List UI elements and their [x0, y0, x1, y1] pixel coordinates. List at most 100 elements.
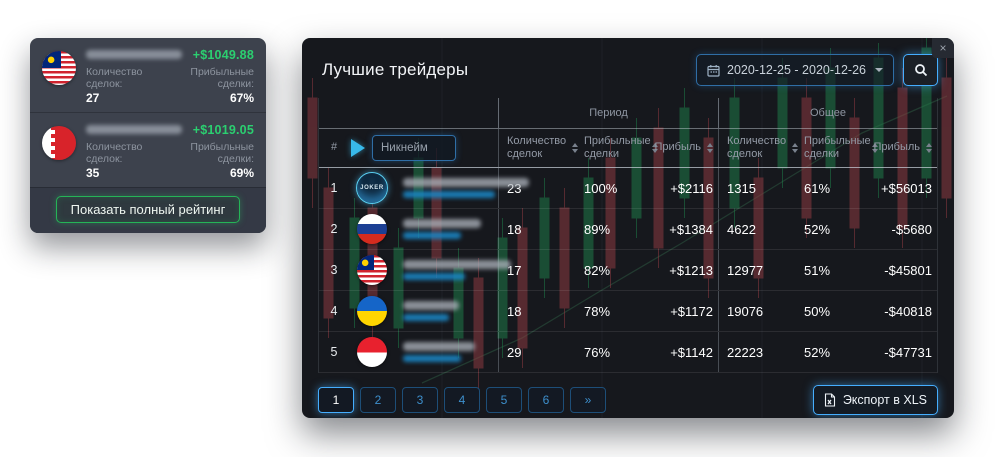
wins-label: Прибыльные сделки:	[190, 141, 254, 165]
leaders-widget: +$1049.88 Количество сделок: 27 Прибыльн…	[30, 38, 266, 233]
pagination-button[interactable]: 4	[444, 387, 480, 413]
total-profit-header[interactable]: Прибыль	[873, 129, 937, 167]
modal-footer: 1 2 3 4 5 6 » Экспорт в XLS	[318, 385, 938, 415]
total-deals-cell: 19076	[718, 291, 796, 331]
total-wins-cell: 51%	[804, 262, 831, 278]
pagination-button[interactable]: 1	[318, 387, 354, 413]
date-range-picker[interactable]: 2020-12-25 - 2020-12-26	[696, 54, 894, 86]
deals-value: 27	[86, 91, 100, 105]
period-wins-cell: 89%	[584, 221, 611, 237]
blurred-nickname	[403, 260, 511, 269]
period-deals-cell: 29	[498, 332, 576, 372]
best-traders-modal: × Лучшие трейдеры 2020-12-25 - 2020-12-2…	[302, 38, 954, 418]
search-button[interactable]	[903, 54, 938, 86]
total-wins-cell: 52%	[804, 221, 831, 237]
blurred-trader-name	[395, 332, 498, 372]
xls-file-icon	[824, 393, 835, 407]
traders-table: Период Общее # Количество сделок Прибыль…	[318, 98, 938, 373]
leader-row: +$1019.05 Количество сделок: 35 Прибыльн…	[30, 112, 266, 187]
export-xls-label: Экспорт в XLS	[842, 393, 927, 407]
close-modal-button[interactable]: ×	[932, 38, 954, 58]
leaders-list: +$1049.88 Количество сделок: 27 Прибыльн…	[30, 38, 266, 187]
trader-flag-icon	[357, 296, 387, 326]
total-profit-cell: -$5680	[891, 221, 932, 237]
leader-row: +$1049.88 Количество сделок: 27 Прибыльн…	[30, 38, 266, 112]
nickname-filter-input[interactable]	[372, 135, 456, 161]
table-row[interactable]: 5 29 76% +$1142 22223 52% -$47731	[319, 332, 937, 373]
trader-flag-icon	[357, 337, 387, 367]
trader-flag-icon	[357, 255, 387, 285]
rank-cell: 2	[330, 222, 338, 236]
table-column-header: # Количество сделок Прибыльные сделки Пр…	[319, 129, 937, 168]
blurred-trader-name	[395, 209, 498, 249]
total-deals-cell: 1315	[718, 168, 796, 208]
period-wins-cell: 82%	[584, 262, 611, 278]
table-row[interactable]: 4 18 78% +$1172 19076 50% -$40818	[319, 291, 937, 332]
period-wins-cell: 100%	[584, 180, 618, 196]
profit-amount: +$1019.05	[192, 122, 254, 137]
total-wins-cell: 61%	[804, 180, 831, 196]
pagination-button[interactable]: »	[570, 387, 606, 413]
deals-label: Количество сделок:	[86, 66, 143, 90]
period-profit-cell: +$1142	[670, 344, 713, 360]
export-xls-button[interactable]: Экспорт в XLS	[812, 385, 938, 415]
total-profit-cell: -$45801	[884, 262, 932, 278]
period-deals-cell: 23	[498, 168, 576, 208]
total-profit-cell: +$56013	[881, 180, 932, 196]
sort-icon	[926, 143, 932, 153]
widget-footer: Показать полный рейтинг	[30, 187, 266, 233]
show-full-rating-button[interactable]: Показать полный рейтинг	[55, 196, 241, 223]
rank-cell: 4	[330, 304, 338, 318]
blurred-country	[403, 273, 465, 280]
rank-cell: 1	[330, 181, 338, 195]
total-profit-cell: -$47731	[884, 344, 932, 360]
table-row[interactable]: 1 JOKER 23 100% +$2116 1315 61% +$56013	[319, 168, 937, 209]
total-deals-cell: 22223	[718, 332, 796, 372]
blurred-nickname	[403, 178, 529, 187]
blurred-nickname	[86, 50, 182, 59]
wins-label: Прибыльные сделки:	[190, 66, 254, 90]
date-range-value: 2020-12-25 - 2020-12-26	[727, 63, 866, 77]
country-flag-icon	[42, 126, 76, 160]
period-wins-cell: 76%	[584, 344, 611, 360]
pagination: 1 2 3 4 5 6 »	[318, 387, 606, 413]
blurred-country	[403, 314, 449, 321]
pagination-button[interactable]: 6	[528, 387, 564, 413]
sort-icon	[707, 143, 713, 153]
chevron-down-icon	[875, 68, 883, 72]
modal-title: Лучшие трейдеры	[322, 60, 469, 79]
rank-cell: 5	[330, 345, 338, 359]
period-profit-cell: +$1172	[670, 303, 713, 319]
trader-flag-icon: JOKER	[356, 172, 388, 204]
total-deals-cell: 4622	[718, 209, 796, 249]
blurred-country	[403, 191, 495, 198]
table-body: 1 JOKER 23 100% +$2116 1315 61% +$56013 …	[319, 168, 937, 373]
blurred-trader-name	[395, 291, 498, 331]
play-arrow-icon	[351, 139, 365, 157]
avatar-text: JOKER	[360, 185, 384, 191]
rank-cell: 3	[330, 263, 338, 277]
period-deals-header[interactable]: Количество сделок	[498, 129, 579, 167]
table-group-header: Период Общее	[319, 98, 937, 129]
search-icon	[914, 64, 927, 77]
total-wins-cell: 50%	[804, 303, 831, 319]
calendar-icon	[707, 64, 720, 77]
total-deals-header[interactable]: Количество сделок	[718, 129, 799, 167]
period-wins-header[interactable]: Прибыльные сделки	[576, 129, 666, 167]
total-wins-header[interactable]: Прибыльные сделки	[796, 129, 882, 167]
blurred-country	[403, 355, 461, 362]
profit-amount: +$1049.88	[192, 47, 254, 62]
period-profit-header[interactable]: Прибыль	[654, 129, 718, 167]
group-total-label: Общее	[718, 98, 937, 128]
pagination-button[interactable]: 3	[402, 387, 438, 413]
pagination-button[interactable]: 5	[486, 387, 522, 413]
table-row[interactable]: 2 18 89% +$1384 4622 52% -$5680	[319, 209, 937, 250]
blurred-nickname	[403, 219, 481, 228]
total-wins-cell: 52%	[804, 344, 831, 360]
rank-column-header: #	[330, 141, 338, 154]
blurred-nickname	[403, 342, 475, 351]
blurred-trader-name	[395, 250, 511, 290]
blurred-nickname	[86, 125, 182, 134]
pagination-button[interactable]: 2	[360, 387, 396, 413]
table-row[interactable]: 3 17 82% +$1213 12977 51% -$45801	[319, 250, 937, 291]
